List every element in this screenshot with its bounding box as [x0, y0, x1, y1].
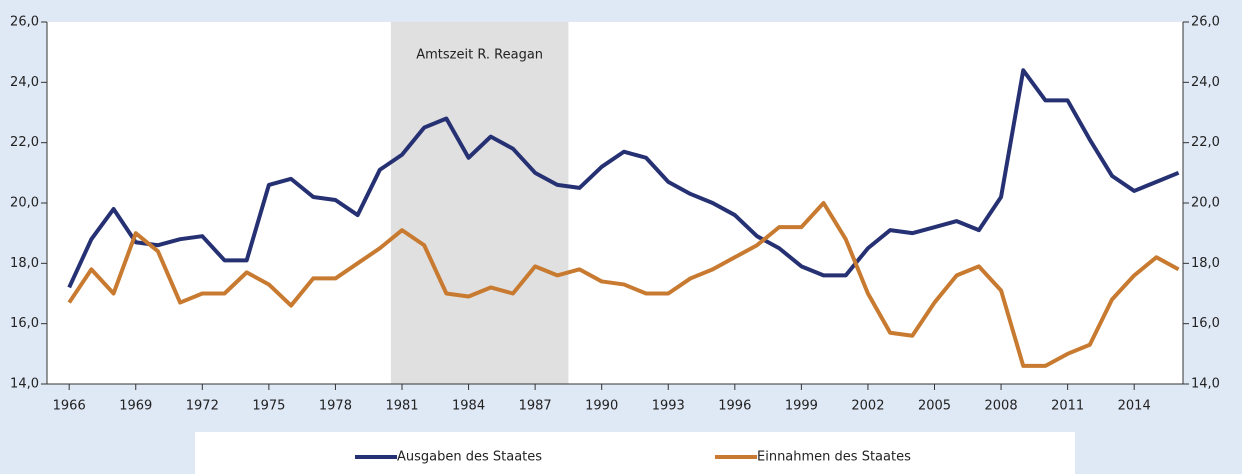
x-tick-label: 1978	[319, 399, 352, 414]
x-tick-label: 2011	[1051, 399, 1084, 414]
x-tick-label: 1990	[585, 399, 618, 414]
y-tick-label: 20,0	[10, 196, 39, 211]
x-tick-label: 1984	[452, 399, 485, 414]
x-tick-label: 1975	[252, 399, 285, 414]
y2-tick-label: 22,0	[1191, 135, 1220, 150]
y-tick-label: 14,0	[10, 377, 39, 392]
y-tick-label: 26,0	[10, 15, 39, 30]
y-tick-label: 16,0	[10, 316, 39, 331]
y-tick-label: 22,0	[10, 135, 39, 150]
y2-tick-label: 16,0	[1191, 316, 1220, 331]
x-tick-label: 1996	[718, 399, 751, 414]
x-tick-label: 1987	[519, 399, 552, 414]
series-line	[67, 201, 1180, 368]
x-tick-label: 1999	[785, 399, 818, 414]
series-line	[67, 68, 1180, 289]
shade-band	[390, 22, 569, 384]
legend-label: Ausgaben des Staates	[397, 450, 542, 465]
legend-box	[195, 432, 1075, 474]
x-tick-label: 2005	[918, 399, 951, 414]
x-tick-label: 1972	[186, 399, 219, 414]
x-tick-label: 2014	[1118, 399, 1151, 414]
legend-label: Einnahmen des Staates	[757, 450, 911, 465]
y-tick-label: 18,0	[10, 256, 39, 271]
x-tick-label: 2002	[851, 399, 884, 414]
x-tick-label: 1981	[385, 399, 418, 414]
y2-tick-label: 20,0	[1191, 196, 1220, 211]
y2-tick-label: 14,0	[1191, 377, 1220, 392]
y-tick-label: 24,0	[10, 75, 39, 90]
y2-tick-label: 24,0	[1191, 75, 1220, 90]
x-tick-label: 1966	[53, 399, 86, 414]
y2-tick-label: 26,0	[1191, 15, 1220, 30]
y2-tick-label: 18,0	[1191, 256, 1220, 271]
plot-area	[47, 22, 1183, 384]
x-tick-label: 1993	[652, 399, 685, 414]
x-tick-label: 1969	[119, 399, 152, 414]
shade-label: Amtszeit R. Reagan	[416, 48, 543, 63]
x-tick-label: 2008	[985, 399, 1018, 414]
